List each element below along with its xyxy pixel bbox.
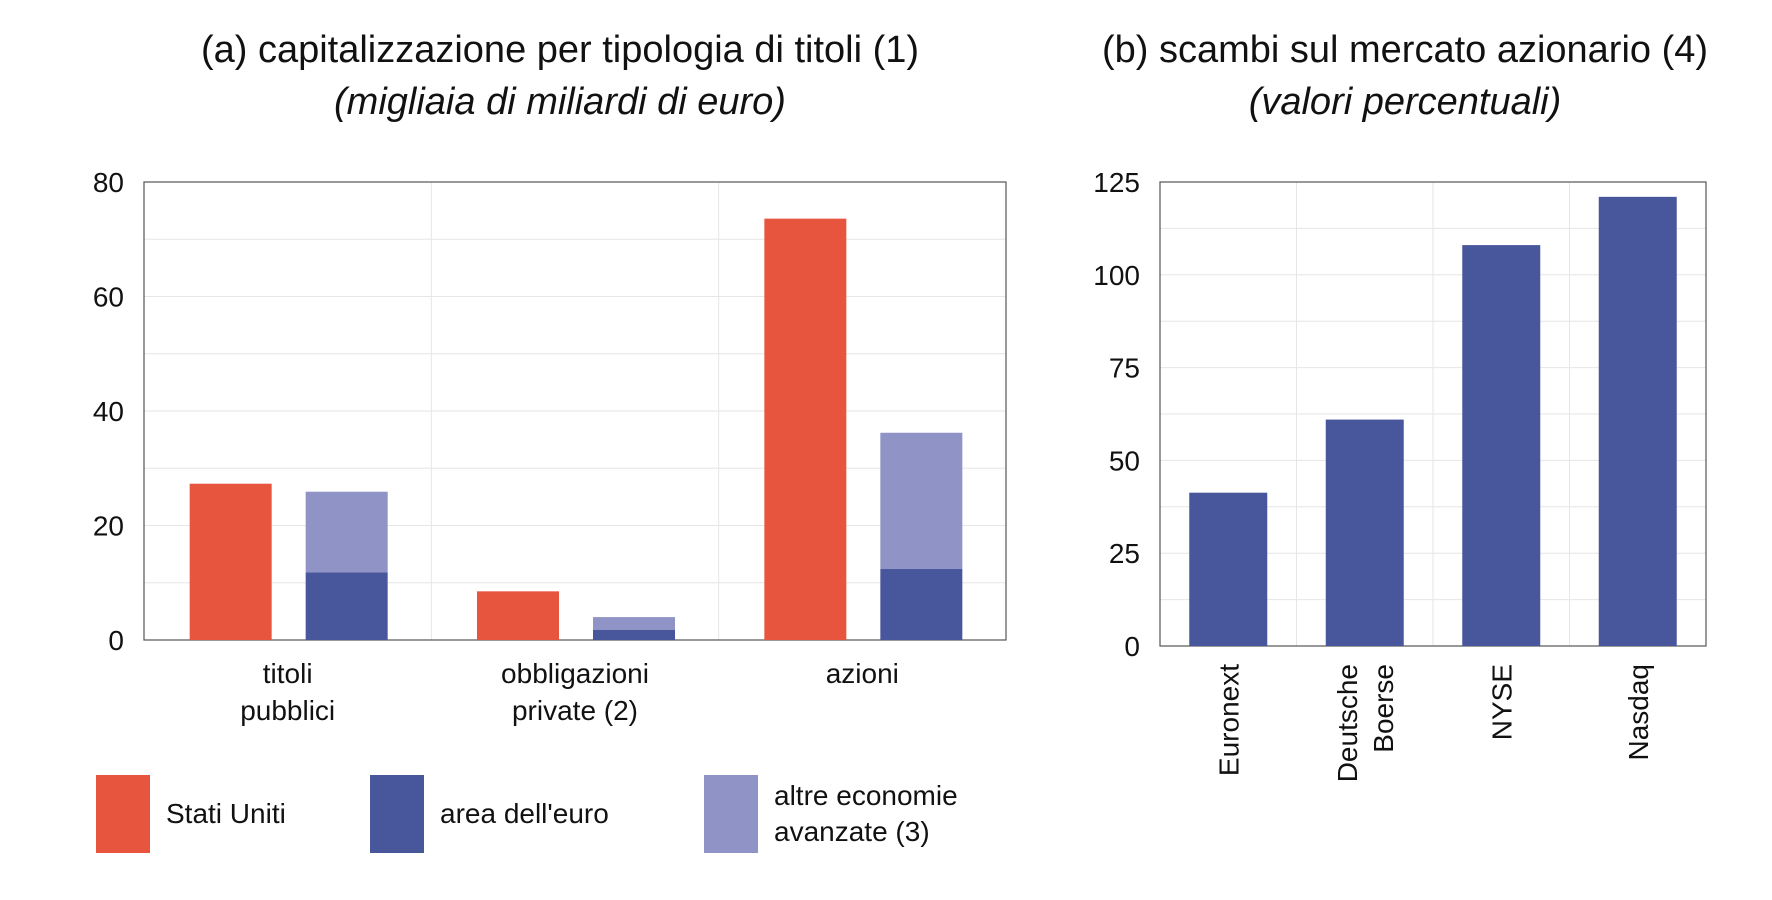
- x-category-label-b: Boerse: [1368, 664, 1399, 753]
- bar-altre-economie: [593, 617, 675, 630]
- bar-altre-economie: [305, 491, 388, 573]
- plot-frame-a: [143, 181, 1007, 641]
- chart-b-subtitle: (valori percentuali): [1248, 81, 1562, 123]
- bar-altre-economie: [880, 432, 963, 570]
- y-tick-label-b: 100: [1093, 260, 1140, 291]
- bar-area-euro: [880, 569, 963, 640]
- bar-stati-uniti: [477, 591, 559, 640]
- y-tick-label-b: 25: [1109, 538, 1140, 569]
- y-tick-label-a: 0: [108, 625, 124, 656]
- x-category-label-a: titoli: [263, 658, 313, 689]
- chart-a-title: (a) capitalizzazione per tipologia di ti…: [100, 24, 1020, 128]
- bar-exchange: [1598, 196, 1677, 646]
- legend-label-line: area dell'euro: [440, 798, 609, 829]
- x-category-label-b: Deutsche: [1332, 664, 1363, 782]
- y-tick-label-b: 50: [1109, 445, 1140, 476]
- chart-a-title-text: (a) capitalizzazione per tipologia di ti…: [200, 29, 920, 71]
- bar-area-euro: [593, 629, 675, 640]
- y-tick-label-a: 80: [93, 167, 124, 198]
- y-tick-label-b: 125: [1093, 167, 1140, 198]
- plot-frame-b: [1159, 181, 1707, 647]
- x-category-label-a: private (2): [512, 695, 638, 726]
- y-tick-label-a: 40: [93, 396, 124, 427]
- bar-exchange: [1325, 419, 1404, 646]
- legend-label-altre-economie: altre economie avanzate (3): [774, 778, 958, 850]
- y-tick-label-a: 20: [93, 511, 124, 542]
- chart-a-subtitle: (migliaia di miliardi di euro): [334, 81, 786, 123]
- chart-b-title: (b) scambi sul mercato azionario (4) (va…: [1050, 24, 1760, 128]
- legend-item-stati-uniti: Stati Uniti: [96, 775, 286, 853]
- legend-label-line: altre economie: [774, 780, 958, 811]
- x-category-label-a: obbligazioni: [501, 658, 649, 689]
- x-category-label-b: NYSE: [1486, 664, 1517, 740]
- legend-label-stati-uniti: Stati Uniti: [166, 796, 286, 832]
- bar-area-euro: [305, 572, 388, 640]
- bar-stati-uniti: [764, 218, 847, 640]
- bar-exchange: [1462, 245, 1541, 646]
- legend-swatch-stati-uniti: [96, 775, 150, 853]
- y-tick-label-a: 60: [93, 282, 124, 313]
- bar-stati-uniti: [189, 483, 272, 640]
- legend-item-altre-economie: altre economie avanzate (3): [704, 775, 958, 853]
- bar-exchange: [1189, 492, 1268, 646]
- legend-item-area-euro: area dell'euro: [370, 775, 609, 853]
- legend-swatch-area-euro: [370, 775, 424, 853]
- x-category-label-b: Nasdaq: [1623, 664, 1654, 761]
- x-category-label-b: Euronext: [1213, 664, 1244, 776]
- legend-swatch-altre-economie: [704, 775, 758, 853]
- chart-b-title-text: (b) scambi sul mercato azionario (4): [1101, 29, 1709, 71]
- x-category-label-a: pubblici: [240, 695, 335, 726]
- legend-label-line: Stati Uniti: [166, 798, 286, 829]
- legend-label-area-euro: area dell'euro: [440, 796, 609, 832]
- legend-label-line: avanzate (3): [774, 816, 930, 847]
- x-category-label-a: azioni: [826, 658, 899, 689]
- y-tick-label-b: 75: [1109, 353, 1140, 384]
- y-tick-label-b: 0: [1124, 631, 1140, 662]
